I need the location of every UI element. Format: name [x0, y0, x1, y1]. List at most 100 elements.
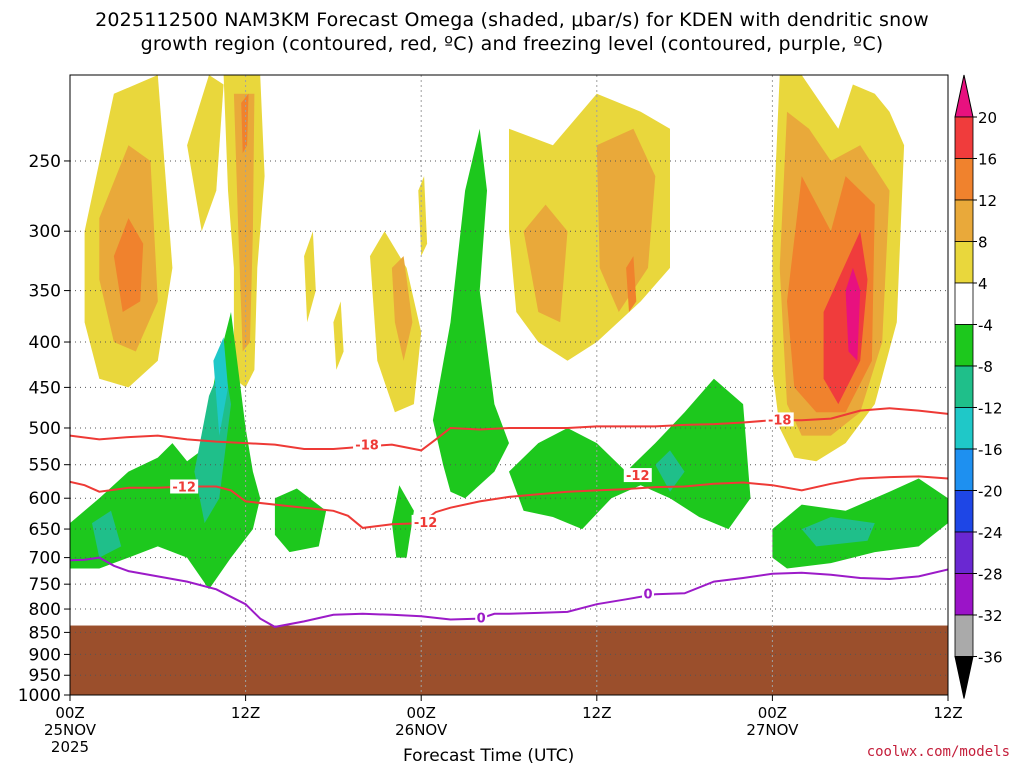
- omega-region-24: [213, 337, 228, 436]
- y-tick-label-10: 750: [29, 575, 61, 595]
- y-tick-label-3: 400: [29, 333, 61, 353]
- colorbar-bin-2: [954, 158, 974, 201]
- contour-label-6: 0: [643, 587, 652, 602]
- grid-layer: [70, 75, 948, 695]
- omega-region-31: [801, 517, 875, 547]
- omega-shading-layer: [70, 75, 948, 590]
- credit-link[interactable]: coolwx.com/models: [866, 744, 1010, 760]
- colorbar-bin-1: [954, 116, 974, 159]
- contour-label-bg-2: [170, 479, 199, 494]
- omega-region-22: [92, 510, 122, 558]
- contour-label-1: -18: [768, 413, 792, 428]
- colorbar-bin-12: [954, 573, 974, 616]
- y-tick-label-1: 300: [29, 222, 61, 242]
- ground-fill: [70, 625, 948, 695]
- colorbar-bin-7: [954, 365, 974, 408]
- colorbar-label-2: 12: [978, 192, 997, 210]
- omega-region-2: [113, 218, 144, 312]
- contour-label-3: -12: [626, 469, 650, 484]
- y-tick-label-6: 550: [29, 456, 61, 476]
- colorbar-label-4: 4: [978, 275, 988, 293]
- omega-region-3: [187, 75, 224, 232]
- omega-region-15: [626, 256, 637, 312]
- y-tick-label-7: 600: [29, 489, 61, 509]
- omega-region-11: [418, 176, 428, 257]
- y-tick-label-2: 350: [29, 282, 61, 302]
- x-axis-title: Forecast Time (UTC): [403, 746, 575, 766]
- contour-label-bg-0: [353, 437, 382, 452]
- colorbar-label-12: -32: [978, 607, 1003, 625]
- x-tick-year-0: 2025: [51, 738, 89, 756]
- x-tick-label-1: 12Z: [231, 704, 260, 722]
- omega-region-8: [333, 301, 344, 370]
- y-tick-label-13: 900: [29, 645, 61, 665]
- x-tick-label-2: 00Z: [407, 704, 436, 722]
- x-tick-date-4: 27NOV: [746, 721, 799, 739]
- contour-line-0-2: [70, 556, 948, 628]
- contour-label-bg-1: [765, 412, 794, 427]
- omega-region-21: [70, 312, 261, 590]
- omega-region-5: [233, 93, 255, 352]
- chart-title-line1: 2025112500 NAM3KM Forecast Omega (shaded…: [95, 9, 929, 31]
- omega-region-13: [523, 204, 568, 323]
- contour-label-bg-3: [623, 468, 652, 483]
- colorbar-label-11: -28: [978, 566, 1003, 584]
- omega-region-7: [304, 231, 316, 323]
- x-tick-date-0: 25NOV: [44, 721, 97, 739]
- contour-label-5: 0: [477, 612, 486, 627]
- colorbar-label-7: -12: [978, 400, 1003, 418]
- y-tick-label-14: 950: [29, 666, 61, 686]
- colorbar-bin-4: [954, 241, 974, 284]
- y-tick-label-8: 650: [29, 520, 61, 540]
- omega-region-27: [432, 128, 509, 499]
- colorbar-label-9: -20: [978, 483, 1003, 501]
- x-tick-label-4: 00Z: [758, 704, 787, 722]
- plot-frame: [69, 74, 949, 696]
- contour-line-neg12-1: [70, 475, 948, 529]
- contour-label-bg-4: [411, 514, 440, 529]
- omega-region-10: [391, 256, 413, 361]
- colorbar-bin-3: [954, 199, 974, 242]
- colorbar-label-0: 20: [978, 109, 997, 127]
- x-tick-label-0: 00Z: [55, 704, 84, 722]
- y-tick-label-4: 450: [29, 378, 61, 398]
- omega-region-25: [274, 488, 327, 553]
- omega-region-28: [509, 378, 751, 530]
- colorbar-label-6: -8: [978, 358, 993, 376]
- colorbar-label-8: -16: [978, 441, 1003, 459]
- colorbar-bin-13: [954, 614, 974, 657]
- y-axis: 2503003504004505005506006507007508008509…: [18, 152, 70, 706]
- y-tick-label-12: 850: [29, 623, 61, 643]
- contour-label-2: -12: [172, 480, 196, 495]
- chart-title-line2: growth region (contoured, red, ºC) and f…: [140, 33, 884, 55]
- contour-label-bg-6: [642, 586, 655, 601]
- omega-region-14: [596, 128, 656, 312]
- y-tick-label-0: 250: [29, 152, 61, 172]
- x-tick-date-2: 26NOV: [395, 721, 448, 739]
- colorbar-bin-8: [954, 407, 974, 450]
- contour-label-bg-5: [475, 610, 488, 625]
- omega-region-20: [845, 267, 861, 361]
- x-tick-label-3: 12Z: [582, 704, 611, 722]
- colorbar-label-3: 8: [978, 234, 988, 252]
- contour-layer: -18 -18 -12 -12 -12 0 0: [70, 407, 948, 628]
- contour-label-0: -18: [355, 439, 379, 454]
- colorbar-bin-5: [954, 282, 974, 325]
- y-tick-label-9: 700: [29, 549, 61, 569]
- omega-region-6: [241, 93, 249, 154]
- y-tick-label-15: 1000: [18, 686, 61, 706]
- y-tick-label-5: 500: [29, 419, 61, 439]
- omega-region-29: [655, 450, 685, 492]
- contour-label-4: -12: [414, 516, 438, 531]
- x-tick-label-5: 12Z: [933, 704, 962, 722]
- colorbar-bin-9: [954, 448, 974, 491]
- contour-line-neg18-0: [70, 407, 948, 452]
- colorbar: 20 16 12 8 4 -4 -8 -12 -16 -20 -24 -28 -32 -36: [954, 74, 1003, 699]
- colorbar-bin-6: [954, 324, 974, 367]
- y-tick-label-11: 800: [29, 600, 61, 620]
- colorbar-bin-10: [954, 490, 974, 533]
- colorbar-bottom-arrow: [954, 656, 974, 699]
- colorbar-label-13: -36: [978, 649, 1003, 667]
